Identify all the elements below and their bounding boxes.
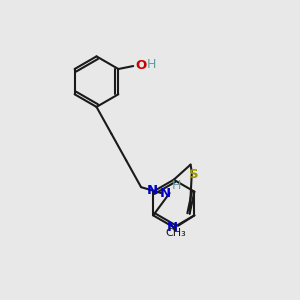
Text: O: O	[135, 59, 147, 72]
Text: H: H	[172, 179, 181, 192]
Text: H: H	[147, 58, 156, 71]
Text: CH₃: CH₃	[165, 228, 186, 238]
Text: N: N	[146, 184, 158, 197]
Text: S: S	[188, 168, 198, 181]
Text: N: N	[159, 187, 170, 200]
Text: N: N	[167, 221, 178, 234]
